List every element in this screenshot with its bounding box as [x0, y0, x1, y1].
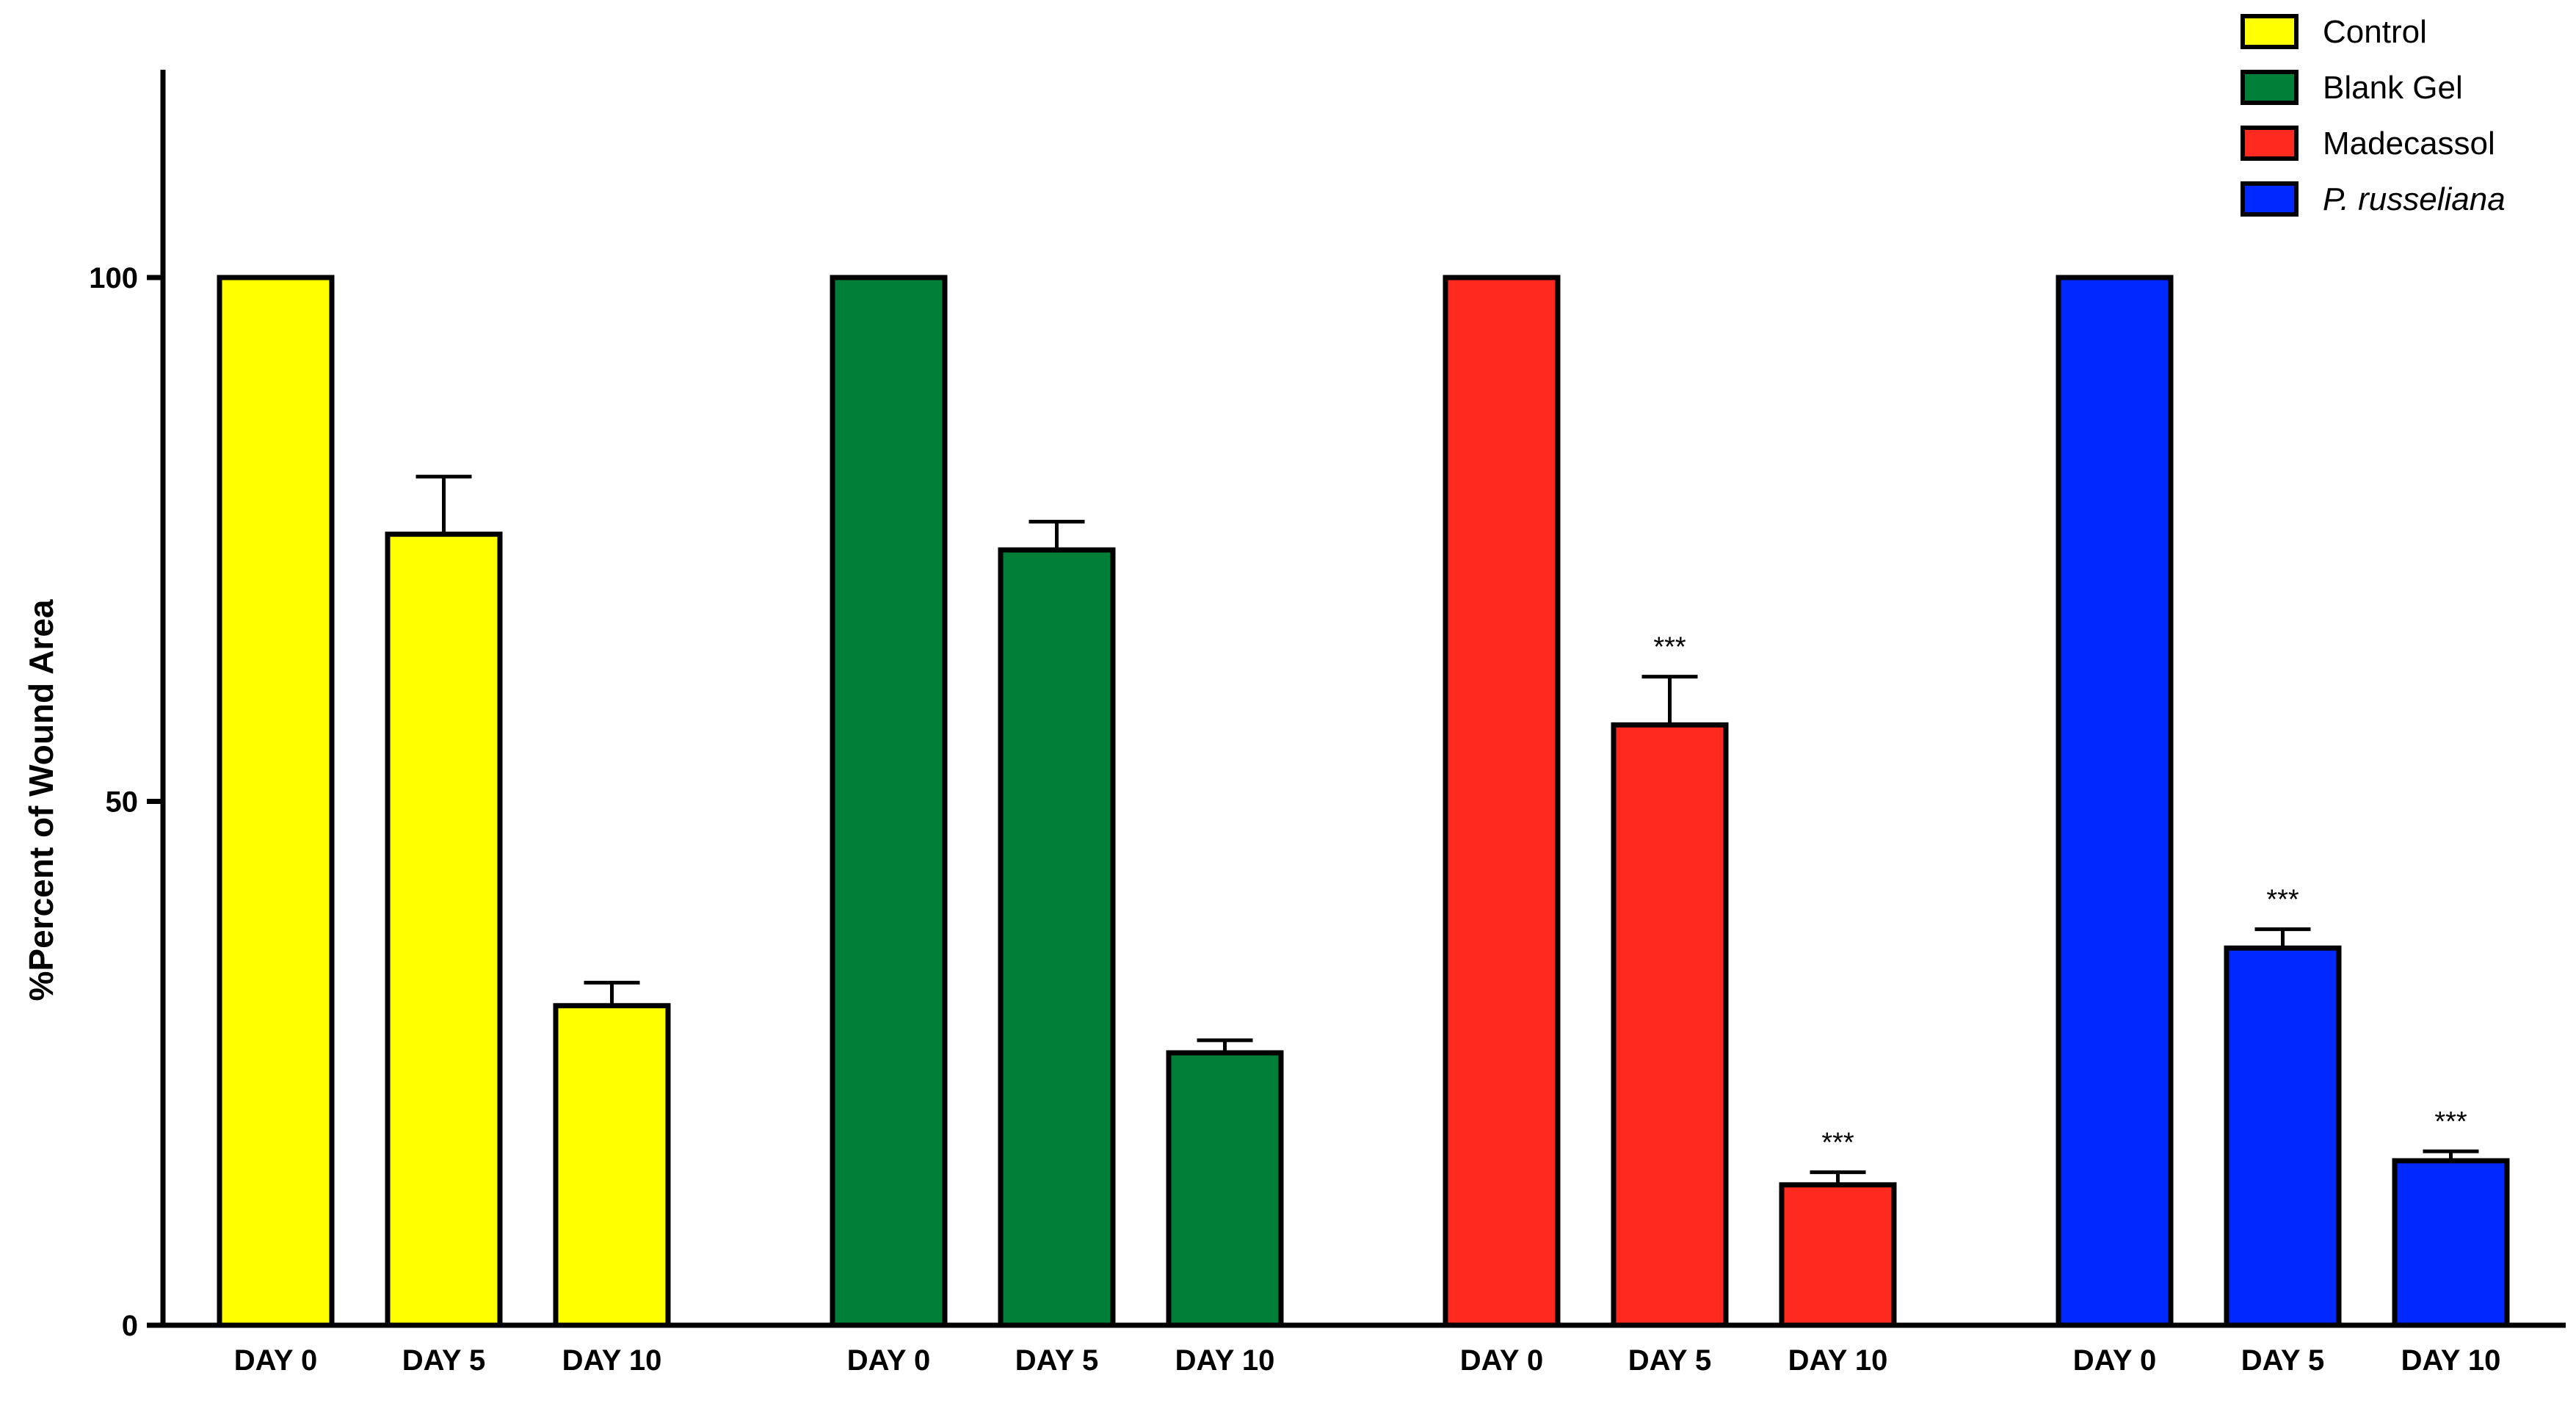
bar — [830, 275, 948, 1328]
significance-label: *** — [2434, 1106, 2467, 1137]
x-tick-label: DAY 5 — [1628, 1344, 1711, 1377]
legend-label: Blank Gel — [2323, 70, 2463, 106]
x-tick-label: DAY 5 — [2241, 1344, 2324, 1377]
bar — [217, 275, 335, 1328]
bar — [2224, 945, 2342, 1328]
y-tick-label: 100 — [89, 262, 138, 294]
bar — [385, 532, 503, 1328]
bar — [1166, 1050, 1284, 1328]
legend-swatch — [2241, 14, 2299, 49]
x-tick-label: DAY 10 — [562, 1344, 662, 1377]
x-tick-label: DAY 0 — [1460, 1344, 1543, 1377]
bar — [1443, 275, 1561, 1328]
labels: 0 50 100 %Percent of Wound Area DAY 0 DAY 5 DA… — [22, 262, 2500, 1377]
x-tick-label: DAY 0 — [2073, 1344, 2156, 1377]
y-tick-label: 0 — [122, 1310, 138, 1342]
legend-label: P. russeliana — [2323, 181, 2506, 217]
x-tick-label: DAY 0 — [234, 1344, 317, 1377]
bar — [1779, 1182, 1897, 1328]
x-tick-label: DAY 10 — [1175, 1344, 1275, 1377]
x-tick-label: DAY 0 — [847, 1344, 930, 1377]
y-tick-label: 50 — [106, 786, 139, 819]
y-axis-label: %Percent of Wound Area — [22, 599, 60, 1001]
bar — [553, 1003, 671, 1328]
x-tick-label: DAY 10 — [2401, 1344, 2501, 1377]
significance-label: *** — [1821, 1128, 1854, 1159]
legend-swatch — [2241, 126, 2299, 161]
axes — [147, 70, 2566, 1328]
significance-label: *** — [2266, 885, 2299, 916]
legend: Control Blank Gel Madecassol P. russeliana — [2241, 14, 2506, 217]
bar — [998, 547, 1116, 1328]
legend-swatch — [2241, 70, 2299, 105]
x-tick-label: DAY 5 — [1015, 1344, 1098, 1377]
bars — [217, 275, 2510, 1328]
bar — [1611, 722, 1729, 1328]
bar — [2392, 1158, 2510, 1328]
significance-label: *** — [1653, 632, 1686, 663]
legend-swatch — [2241, 181, 2299, 217]
bar — [2056, 275, 2174, 1328]
legend-label: Madecassol — [2323, 126, 2495, 162]
legend-label: Control — [2323, 14, 2427, 50]
x-tick-label: DAY 10 — [1788, 1344, 1888, 1377]
x-tick-label: DAY 5 — [402, 1344, 485, 1377]
